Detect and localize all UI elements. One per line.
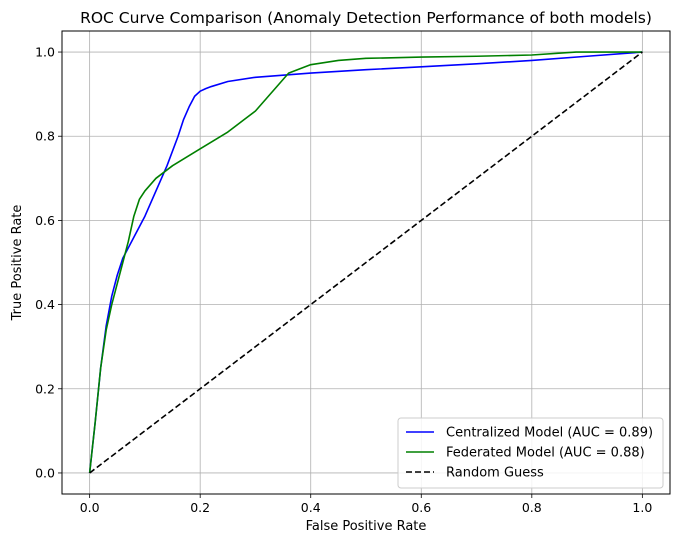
x-tick-label: 0.2 [190, 500, 210, 515]
legend-entry-federated: Federated Model (AUC = 0.88) [446, 446, 645, 461]
y-tick-label: 0.0 [35, 465, 55, 480]
y-axis-label: True Positive Rate [10, 205, 25, 322]
x-tick-label: 0.4 [301, 500, 321, 515]
x-tick-label: 1.0 [632, 500, 652, 515]
x-tick-label: 0.6 [411, 500, 431, 515]
series-line-federated [88, 51, 643, 474]
series-line-random-guess [89, 51, 643, 474]
y-tick-label: 0.6 [35, 213, 55, 228]
legend-box [397, 417, 664, 489]
axis-ticks: 0.0 0.2 0.4 0.6 0.8 1.0 0.0 0.2 0.4 0.6 0.8 1.0 [35, 45, 652, 515]
y-tick-label: 0.4 [35, 297, 55, 312]
y-tick-label: 0.2 [35, 381, 55, 396]
legend: Centralized Model (AUC = 0.89) Federated … [397, 417, 664, 489]
y-tick-label: 1.0 [35, 45, 55, 60]
x-axis-label: False Positive Rate [306, 519, 427, 534]
x-tick-label: 0.8 [522, 500, 542, 515]
plot-frame [61, 30, 671, 495]
x-tick-label: 0.0 [80, 500, 100, 515]
plot-series [88, 51, 643, 474]
legend-entry-centralized: Centralized Model (AUC = 0.89) [446, 426, 653, 441]
grid-lines [62, 31, 670, 494]
legend-entry-random-guess: Random Guess [446, 466, 544, 481]
chart-title: ROC Curve Comparison (Anomaly Detection … [80, 9, 652, 27]
series-line-centralized [88, 51, 643, 474]
y-tick-label: 0.8 [35, 129, 55, 144]
